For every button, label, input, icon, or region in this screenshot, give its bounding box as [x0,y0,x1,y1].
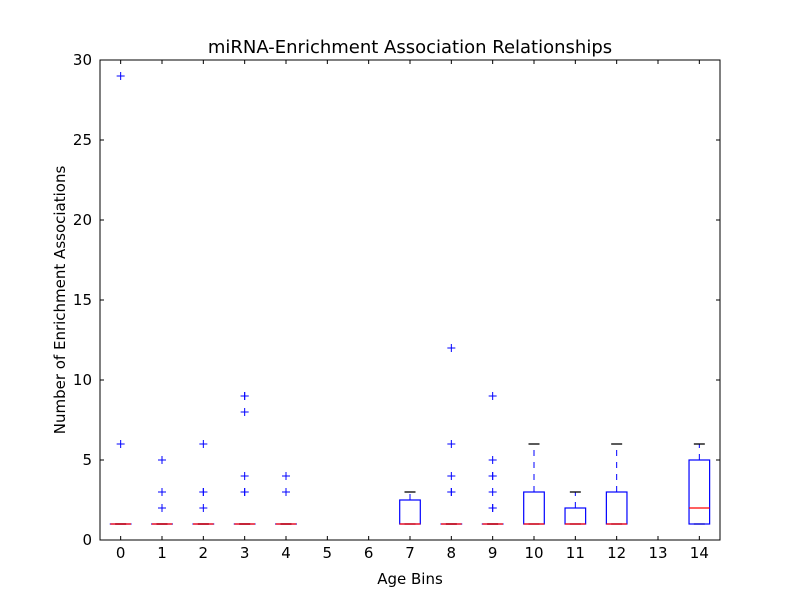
flier-point [240,392,249,400]
flier-point [158,488,166,496]
box-group-1 [151,456,173,525]
box-group-3 [233,392,256,525]
x-axis-label: Age Bins [377,570,443,588]
y-tick-label: 10 [73,371,92,389]
x-tick-label: 0 [116,544,126,562]
box-group-4 [275,472,297,525]
x-tick-label: 14 [690,544,709,562]
box-iqr [688,459,711,525]
flier-point [240,472,249,480]
flier-point [447,344,456,352]
x-tick-label: 12 [607,544,626,562]
box-group-9 [481,392,504,525]
x-tick-label: 5 [323,544,333,562]
x-tick-label: 1 [157,544,167,562]
y-tick-label: 15 [73,291,92,309]
box-group-12 [605,443,628,525]
flier-point [488,392,497,400]
x-tick-label: 3 [240,544,250,562]
flier-point [240,488,249,496]
x-tick-label: 10 [524,544,543,562]
box-group-11 [564,491,587,525]
flier-point [116,72,125,80]
y-axis-label: Number of Enrichment Associations [51,166,69,435]
x-tick-label: 6 [364,544,374,562]
flier-point [488,456,497,464]
flier-point [282,488,290,496]
x-tick-label: 9 [488,544,498,562]
box-group-14 [688,443,711,525]
flier-point [240,408,249,416]
flier-point [199,440,208,448]
box-group-7 [399,491,421,525]
y-tick-label: 5 [82,451,92,469]
x-tick-label: 2 [199,544,209,562]
box-group-2 [192,440,215,525]
flier-point [488,504,497,512]
flier-point [158,504,166,512]
y-tick-label: 0 [82,531,92,549]
flier-point [447,472,456,480]
plot-area [109,72,711,525]
flier-point [447,488,456,496]
flier-point [488,472,497,480]
x-tick-label: 4 [281,544,291,562]
x-tick-label: 13 [648,544,667,562]
flier-point [488,488,497,496]
flier-point [199,504,208,512]
box-group-8 [440,344,463,525]
y-tick-label: 25 [73,131,92,149]
flier-point [116,440,125,448]
flier-point [199,488,208,496]
y-tick-label: 20 [73,211,92,229]
box-group-10 [523,443,545,525]
x-tick-label: 7 [405,544,415,562]
flier-point [158,456,166,464]
y-tick-label: 30 [73,51,92,69]
box-group-0 [109,72,132,525]
flier-point [447,440,456,448]
chart-title: miRNA-Enrichment Association Relationshi… [208,37,612,58]
x-tick-label: 8 [447,544,457,562]
flier-point [282,472,290,480]
x-tick-label: 11 [566,544,585,562]
